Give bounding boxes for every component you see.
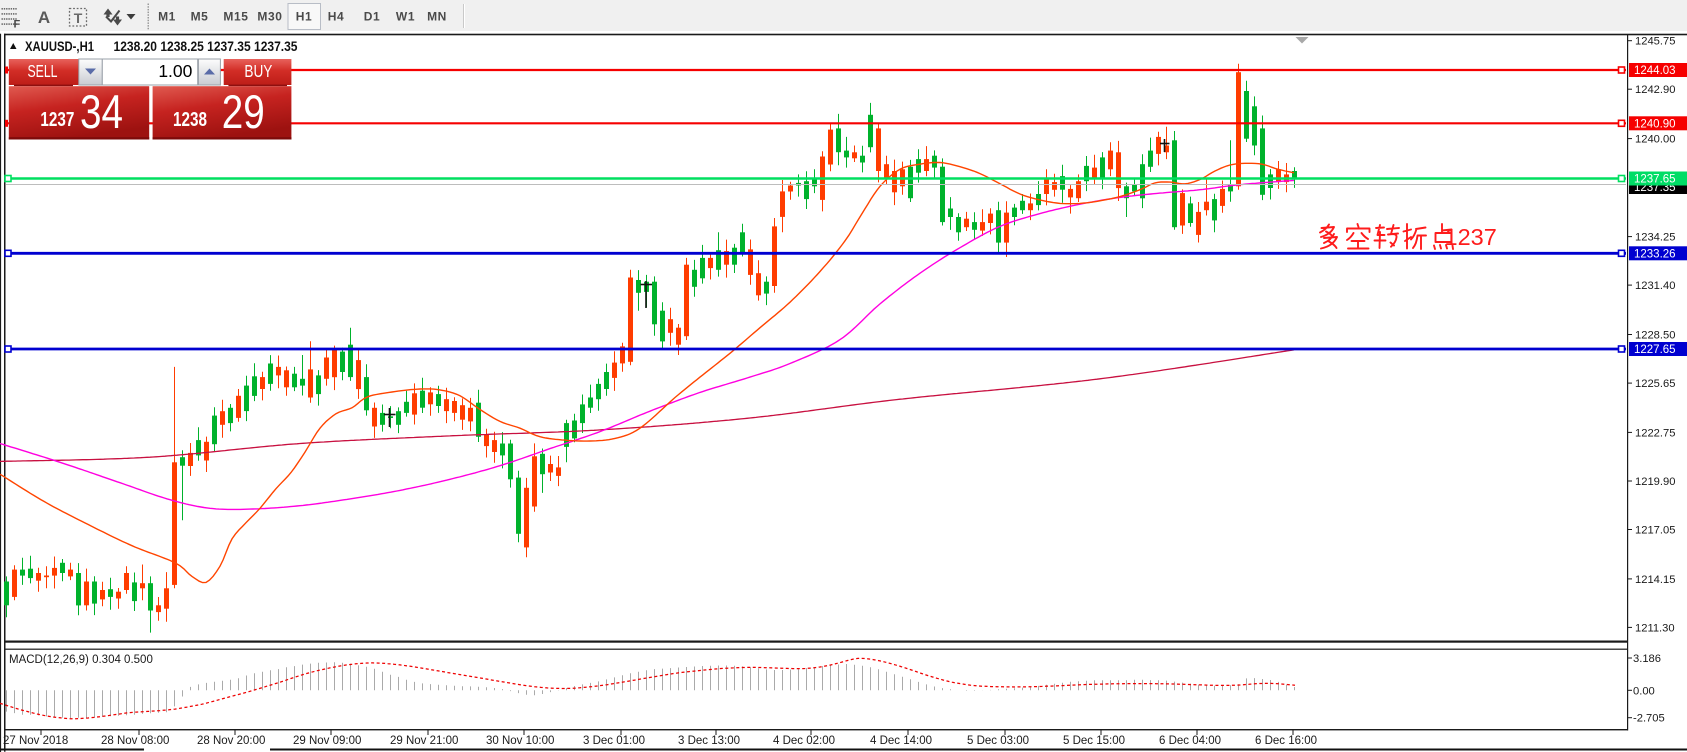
svg-text:D1: D1 bbox=[364, 10, 381, 24]
svg-text:3 Dec 01:00: 3 Dec 01:00 bbox=[583, 735, 645, 747]
svg-text:4 Dec 14:00: 4 Dec 14:00 bbox=[870, 735, 932, 747]
svg-text:1240.90: 1240.90 bbox=[1634, 119, 1676, 131]
svg-text:BUY: BUY bbox=[244, 61, 272, 81]
svg-text:M15: M15 bbox=[223, 10, 248, 24]
svg-text:1225.65: 1225.65 bbox=[1635, 378, 1675, 390]
svg-text:1.00: 1.00 bbox=[158, 61, 192, 81]
svg-text:5 Dec 15:00: 5 Dec 15:00 bbox=[1063, 735, 1125, 747]
svg-text:1222.75: 1222.75 bbox=[1635, 427, 1675, 439]
svg-text:MN: MN bbox=[427, 10, 447, 24]
svg-text:T: T bbox=[74, 10, 83, 26]
svg-text:H4: H4 bbox=[328, 10, 345, 24]
svg-text:0.00: 0.00 bbox=[1633, 685, 1655, 697]
svg-text:6 Dec 04:00: 6 Dec 04:00 bbox=[1159, 735, 1221, 747]
svg-text:1237: 1237 bbox=[40, 109, 74, 131]
svg-text:34: 34 bbox=[80, 85, 123, 138]
svg-text:30 Nov 10:00: 30 Nov 10:00 bbox=[486, 735, 554, 747]
svg-text:27 Nov 2018: 27 Nov 2018 bbox=[3, 735, 68, 747]
svg-text:1237: 1237 bbox=[1445, 224, 1497, 250]
svg-text:1240.00: 1240.00 bbox=[1635, 134, 1675, 146]
svg-text:3 Dec 13:00: 3 Dec 13:00 bbox=[678, 735, 740, 747]
svg-text:1217.05: 1217.05 bbox=[1635, 525, 1675, 537]
svg-text:F: F bbox=[14, 19, 21, 31]
svg-text:28 Nov 08:00: 28 Nov 08:00 bbox=[101, 735, 169, 747]
svg-text:1219.90: 1219.90 bbox=[1635, 476, 1675, 488]
svg-text:M30: M30 bbox=[257, 10, 282, 24]
svg-text:-2.705: -2.705 bbox=[1633, 713, 1665, 725]
svg-text:1227.65: 1227.65 bbox=[1634, 344, 1676, 356]
svg-text:29: 29 bbox=[222, 85, 265, 138]
svg-text:1214.15: 1214.15 bbox=[1635, 574, 1675, 586]
svg-text:W1: W1 bbox=[396, 10, 415, 24]
svg-text:1244.03: 1244.03 bbox=[1634, 65, 1676, 77]
svg-text:1231.40: 1231.40 bbox=[1635, 280, 1675, 292]
svg-text:1242.90: 1242.90 bbox=[1635, 84, 1675, 96]
svg-text:28 Nov 20:00: 28 Nov 20:00 bbox=[197, 735, 265, 747]
svg-text:4 Dec 02:00: 4 Dec 02:00 bbox=[773, 735, 835, 747]
svg-text:XAUUSD-,H1: XAUUSD-,H1 bbox=[25, 39, 94, 54]
svg-text:1245.75: 1245.75 bbox=[1635, 36, 1675, 48]
svg-text:SELL: SELL bbox=[28, 61, 58, 81]
svg-text:M1: M1 bbox=[158, 10, 176, 24]
svg-text:M5: M5 bbox=[191, 10, 209, 24]
svg-text:MACD(12,26,9) 0.304 0.500: MACD(12,26,9) 0.304 0.500 bbox=[9, 654, 153, 666]
svg-text:H1: H1 bbox=[296, 10, 313, 24]
svg-text:1233.26: 1233.26 bbox=[1634, 249, 1676, 261]
svg-text:3.186: 3.186 bbox=[1633, 653, 1661, 665]
svg-text:1238.20 1238.25 1237.35 1237.3: 1238.20 1238.25 1237.35 1237.35 bbox=[114, 39, 298, 54]
svg-text:1234.25: 1234.25 bbox=[1635, 232, 1675, 244]
svg-text:1228.50: 1228.50 bbox=[1635, 330, 1675, 342]
svg-text:29 Nov 09:00: 29 Nov 09:00 bbox=[293, 735, 361, 747]
svg-text:A: A bbox=[38, 8, 50, 27]
svg-text:6 Dec 16:00: 6 Dec 16:00 bbox=[1255, 735, 1317, 747]
svg-text:1238: 1238 bbox=[173, 109, 207, 131]
svg-text:5 Dec 03:00: 5 Dec 03:00 bbox=[967, 735, 1029, 747]
svg-text:1237.65: 1237.65 bbox=[1634, 174, 1676, 186]
svg-text:29 Nov 21:00: 29 Nov 21:00 bbox=[390, 735, 458, 747]
svg-text:1211.30: 1211.30 bbox=[1635, 622, 1675, 634]
